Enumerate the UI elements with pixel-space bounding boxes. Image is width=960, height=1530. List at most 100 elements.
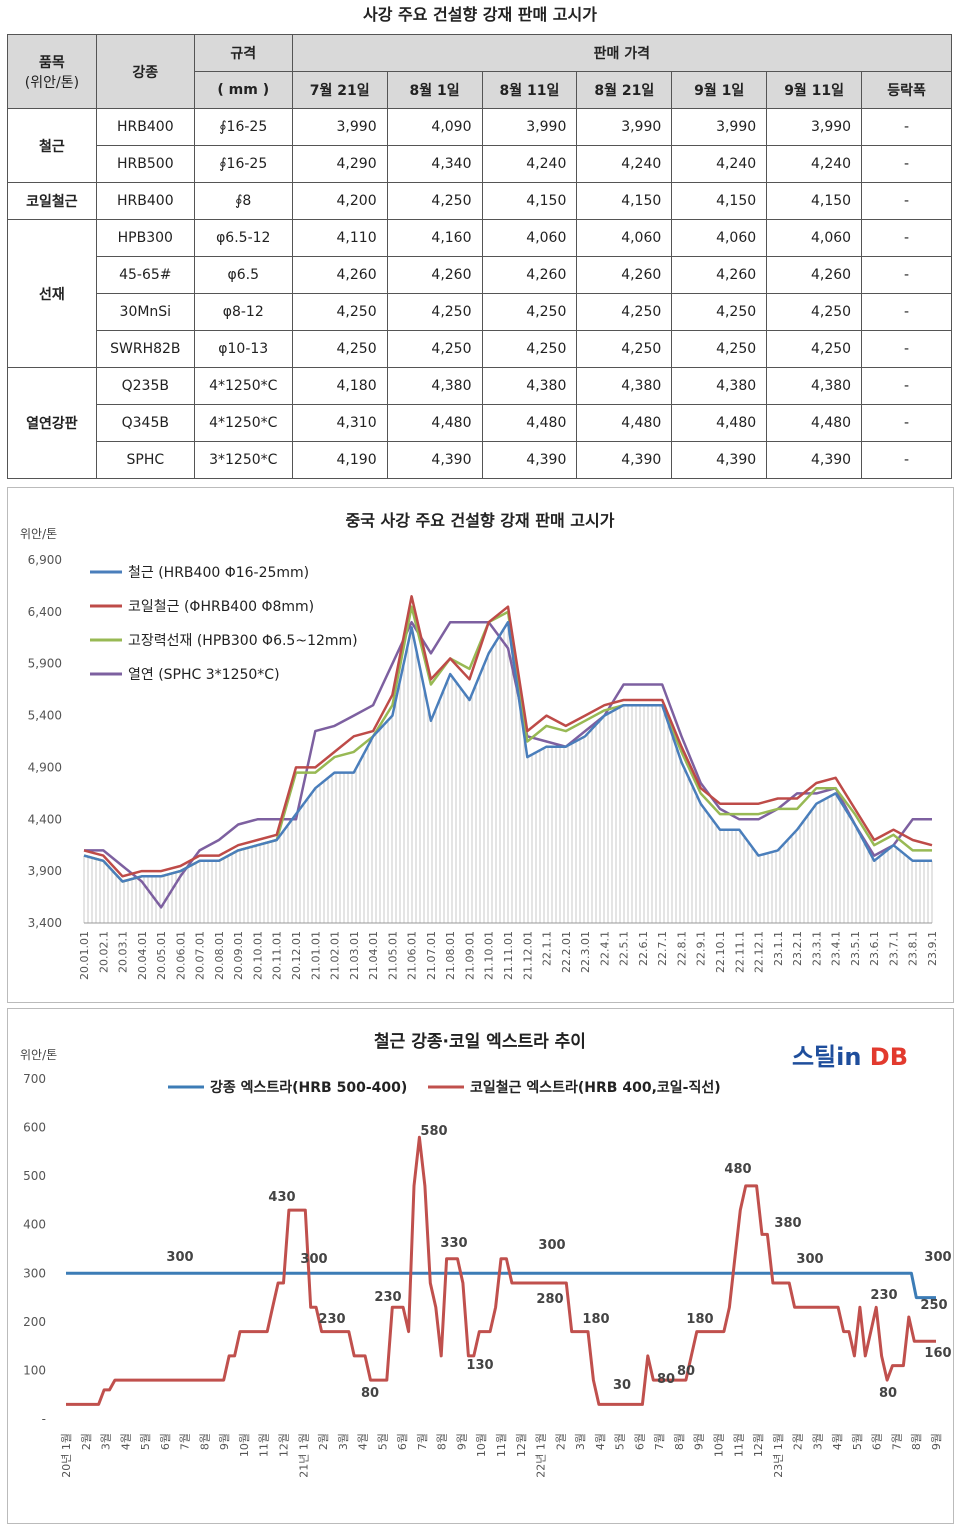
y-tick-label: - (42, 1412, 46, 1426)
x-tick-label: 2월 (792, 1433, 805, 1450)
price-cell: 4,480 (671, 404, 768, 442)
data-label: 80 (879, 1386, 897, 1401)
y-tick-label: 5,900 (28, 657, 62, 671)
x-tick-label: 22.12.1 (753, 931, 766, 973)
price-cell: 4,250 (576, 330, 673, 368)
change-cell: - (861, 182, 952, 220)
price-cell: 4,260 (291, 256, 388, 294)
x-tick-label: 12월 (515, 1433, 528, 1457)
price-cell: 4,110 (291, 219, 388, 257)
x-tick-label: 7월 (890, 1433, 903, 1450)
price-cell: 4,250 (386, 293, 483, 331)
price-cell: 4,250 (386, 330, 483, 368)
spec-cell: ∮16-25 (193, 108, 293, 146)
logo-part-1: 스틸in (792, 1043, 861, 1071)
price-cell: 3,990 (481, 108, 578, 146)
x-tick-label: 20.07.01 (194, 931, 207, 980)
x-tick-label: 6월 (396, 1433, 409, 1450)
x-tick-label: 20.09.01 (232, 931, 245, 980)
price-cell: 4,290 (291, 145, 388, 183)
legend-label: 코일철근 (ΦHRB400 Φ8mm) (128, 599, 314, 615)
data-label: 300 (538, 1238, 565, 1253)
price-cell: 4,160 (386, 219, 483, 257)
x-tick-label: 9월 (693, 1433, 706, 1450)
price-cell: 4,480 (481, 404, 578, 442)
x-tick-label: 2월 (554, 1433, 567, 1450)
grade-cell: Q345B (95, 404, 195, 442)
grade-cell: 45-65# (95, 256, 195, 294)
data-label: 300 (924, 1250, 951, 1265)
spec-cell: 3*1250*C (193, 441, 293, 479)
legend-label: 코일철근 엑스트라(HRB 400,코일-직선) (470, 1079, 721, 1096)
price-cell: 4,240 (766, 145, 863, 183)
change-cell: - (861, 219, 952, 257)
x-tick-label: 10월 (475, 1433, 488, 1457)
data-label: 80 (677, 1364, 695, 1379)
x-tick-label: 22.10.1 (714, 931, 727, 973)
table-row: 30MnSi φ8-12 4,250 4,250 4,250 4,250 4,250 4,25… (8, 293, 952, 331)
x-tick-label: 20.02.1 (97, 931, 110, 973)
y-tick-label: 3,400 (28, 916, 62, 930)
price-cell: 4,480 (386, 404, 483, 442)
x-tick-label: 4월 (831, 1433, 844, 1450)
header-item: 품목 (위안/톤) (7, 34, 97, 109)
x-tick-label: 5월 (376, 1433, 389, 1450)
legend-label: 고장력선재 (HPB300 Φ6.5~12mm) (128, 633, 358, 649)
data-label: 300 (300, 1252, 327, 1267)
price-cell: 4,250 (576, 293, 673, 331)
y-tick-label: 4,900 (28, 760, 62, 774)
header-date: 8월 1일 (386, 71, 483, 109)
price-cell: 3,990 (671, 108, 768, 146)
table-row: 선재 HPB300 φ6.5-12 4,110 4,160 4,060 4,060 4,060… (7, 219, 952, 368)
price-cell: 4,250 (671, 293, 768, 331)
price-cell: 4,480 (766, 404, 863, 442)
price-cell: 4,260 (481, 256, 578, 294)
x-tick-label: 22.7.1 (656, 931, 669, 966)
price-cell: 4,260 (576, 256, 673, 294)
x-tick-label: 20.10.01 (251, 931, 264, 980)
x-tick-label: 21.03.01 (348, 931, 361, 980)
y-tick-label: 400 (23, 1218, 46, 1232)
price-cell: 4,380 (576, 367, 673, 405)
x-tick-label: 8월 (910, 1433, 923, 1450)
x-tick-label: 5월 (139, 1433, 152, 1450)
x-tick-label: 2월 (80, 1433, 93, 1450)
y-axis-label: 위안/톤 (20, 1048, 57, 1062)
y-tick-label: 600 (23, 1121, 46, 1135)
data-label: 130 (466, 1358, 493, 1373)
chart-title: 철근 강종·코일 엑스트라 추이 (374, 1032, 586, 1052)
price-cell: 4,480 (576, 404, 673, 442)
header-price: 판매 가격 (291, 34, 953, 72)
header-item-label: 품목 (39, 54, 65, 71)
x-tick-label: 23.5.1 (849, 931, 862, 966)
legend-label: 철근 (HRB400 Φ16-25mm) (128, 565, 309, 581)
x-tick-label: 9월 (930, 1433, 943, 1450)
x-tick-label: 20년 1월 (60, 1433, 73, 1478)
price-cell: 4,340 (386, 145, 483, 183)
change-cell: - (861, 256, 952, 294)
data-label: 250 (920, 1298, 947, 1313)
x-tick-label: 21.01.01 (309, 931, 322, 980)
x-tick-label: 5월 (614, 1433, 627, 1450)
price-cell: 4,060 (576, 219, 673, 257)
price-cell: 4,060 (671, 219, 768, 257)
header-date: 8월 21일 (576, 71, 673, 109)
x-tick-label: 4월 (119, 1433, 132, 1450)
change-cell: - (861, 367, 952, 405)
x-tick-label: 4월 (594, 1433, 607, 1450)
x-tick-label: 6월 (159, 1433, 172, 1450)
data-label: 230 (318, 1312, 345, 1327)
x-tick-label: 21.06.01 (406, 931, 419, 980)
x-tick-label: 20.08.01 (213, 931, 226, 980)
x-tick-label: 6월 (633, 1433, 646, 1450)
x-tick-label: 22.8.1 (675, 931, 688, 966)
x-tick-label: 23.6.1 (868, 931, 881, 966)
header-date: 9월 11일 (766, 71, 863, 109)
price-cell: 4,250 (766, 293, 863, 331)
price-cell: 4,260 (386, 256, 483, 294)
price-cell: 4,390 (386, 441, 483, 479)
spec-cell: 4*1250*C (193, 367, 293, 405)
price-cell: 4,150 (576, 182, 673, 220)
x-tick-label: 21.07.01 (425, 931, 438, 980)
grade-cell: HRB500 (95, 145, 195, 183)
